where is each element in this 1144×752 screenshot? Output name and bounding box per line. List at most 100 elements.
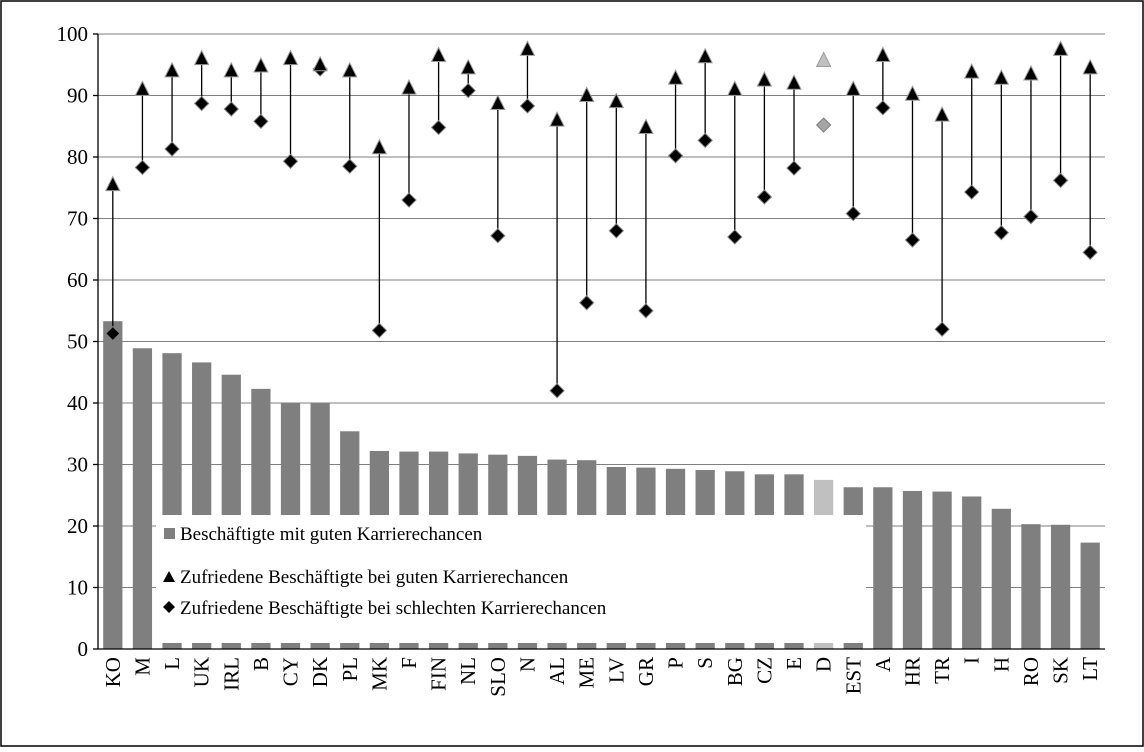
category-label: PL (338, 657, 362, 682)
category-label: ME (575, 657, 599, 689)
bar (103, 321, 123, 649)
triangle-marker (104, 175, 121, 192)
y-tick-label: 50 (67, 330, 88, 354)
diamond-marker (401, 192, 417, 208)
triangle-marker (638, 118, 654, 134)
legend-swatch-bar (164, 528, 175, 539)
triangle-marker (667, 69, 684, 85)
category-label: RO (1019, 657, 1043, 686)
triangle-marker (282, 49, 299, 66)
diamond-marker (904, 232, 921, 248)
triangle-marker (934, 106, 950, 122)
category-label: B (249, 657, 273, 671)
y-tick-label: 60 (67, 268, 88, 292)
category-label: GR (634, 657, 658, 686)
category-label: SK (1049, 657, 1073, 684)
diamond-marker (490, 228, 506, 244)
diamond-marker (193, 95, 210, 112)
diamond-marker (134, 159, 151, 176)
triangle-markers (104, 40, 1098, 192)
category-label: BG (723, 657, 747, 686)
category-label: MK (367, 657, 391, 691)
category-label: P (664, 657, 688, 669)
triangle-marker (312, 55, 328, 72)
legend-label-bar: Beschäftigte mit guten Karrierechancen (180, 524, 483, 545)
legend-label-triangle: Zufriedene Beschäftigte bei guten Karrie… (180, 567, 569, 588)
diamond-marker (786, 160, 802, 176)
triangle-marker (875, 46, 891, 63)
category-label: SLO (486, 657, 510, 697)
y-tick-label: 90 (67, 84, 88, 108)
category-label: LV (604, 657, 628, 683)
category-label: CZ (752, 657, 776, 684)
triangle-marker (253, 56, 269, 73)
category-label: NL (456, 657, 480, 685)
legend: Beschäftigte mit guten Karrierechancen Z… (156, 515, 866, 643)
category-label: TR (930, 657, 954, 684)
axes (93, 33, 1105, 650)
y-tick-label: 70 (67, 207, 88, 231)
category-label: S (693, 657, 717, 669)
diamond-marker (460, 82, 476, 99)
diamond-marker (1082, 244, 1098, 261)
diamond-marker (430, 119, 447, 136)
triangle-marker (164, 61, 180, 78)
diamond-marker (815, 117, 832, 133)
triangle-marker (726, 80, 743, 96)
triangle-marker (371, 138, 388, 155)
triangle-marker (904, 85, 921, 101)
triangle-marker (993, 69, 1010, 85)
diamond-marker (223, 101, 239, 117)
x-axis-category-labels: KO M L UK IRL B CY DK PL MK F FIN NL SLO N AL ME LV GR P S BG… (101, 656, 1102, 697)
diamond-marker (1023, 208, 1039, 225)
bar (1050, 524, 1071, 649)
diamond-marker (282, 153, 299, 170)
bar (902, 490, 923, 649)
triangle-marker (815, 51, 832, 67)
diamond-marker (578, 295, 595, 311)
triangle-marker (193, 49, 210, 66)
diamond-marker (608, 223, 625, 239)
diamond-marker (697, 132, 713, 149)
category-label: F (397, 657, 421, 669)
diamond-marker (934, 321, 950, 337)
triangle-marker (845, 80, 862, 96)
diamond-marker (164, 141, 180, 157)
legend-box (156, 515, 866, 643)
bar (932, 491, 952, 649)
triangle-marker (223, 61, 240, 78)
category-label: DK (308, 657, 332, 687)
category-label: I (960, 657, 984, 664)
y-tick-label: 30 (67, 453, 88, 477)
diamond-marker (342, 158, 358, 174)
bar (873, 487, 893, 649)
legend-triangle-icon (163, 571, 175, 582)
category-label: KO (101, 657, 125, 687)
triangle-marker (519, 40, 536, 56)
category-label: M (130, 657, 154, 676)
triangle-marker (608, 92, 625, 109)
diamond-marker (549, 382, 565, 399)
diamond-marker (371, 322, 388, 339)
category-label: A (871, 656, 895, 672)
triangle-marker (697, 47, 713, 64)
diamond-marker (845, 205, 861, 222)
diamond-marker (667, 148, 684, 164)
diamond-marker (756, 189, 773, 205)
category-label: H (989, 657, 1013, 672)
diamond-marker (993, 224, 1010, 241)
triangle-marker (401, 79, 417, 95)
category-label: IRL (219, 657, 243, 691)
y-tick-label: 10 (67, 576, 88, 600)
triangle-marker (756, 71, 773, 87)
y-tick-label: 20 (67, 514, 88, 538)
triangle-marker (134, 80, 151, 96)
bar (1021, 524, 1041, 649)
triangle-marker (490, 94, 506, 110)
category-label: L (160, 657, 184, 670)
category-label: UK (190, 657, 214, 687)
triangle-marker (578, 86, 595, 102)
category-label: N (515, 657, 539, 672)
